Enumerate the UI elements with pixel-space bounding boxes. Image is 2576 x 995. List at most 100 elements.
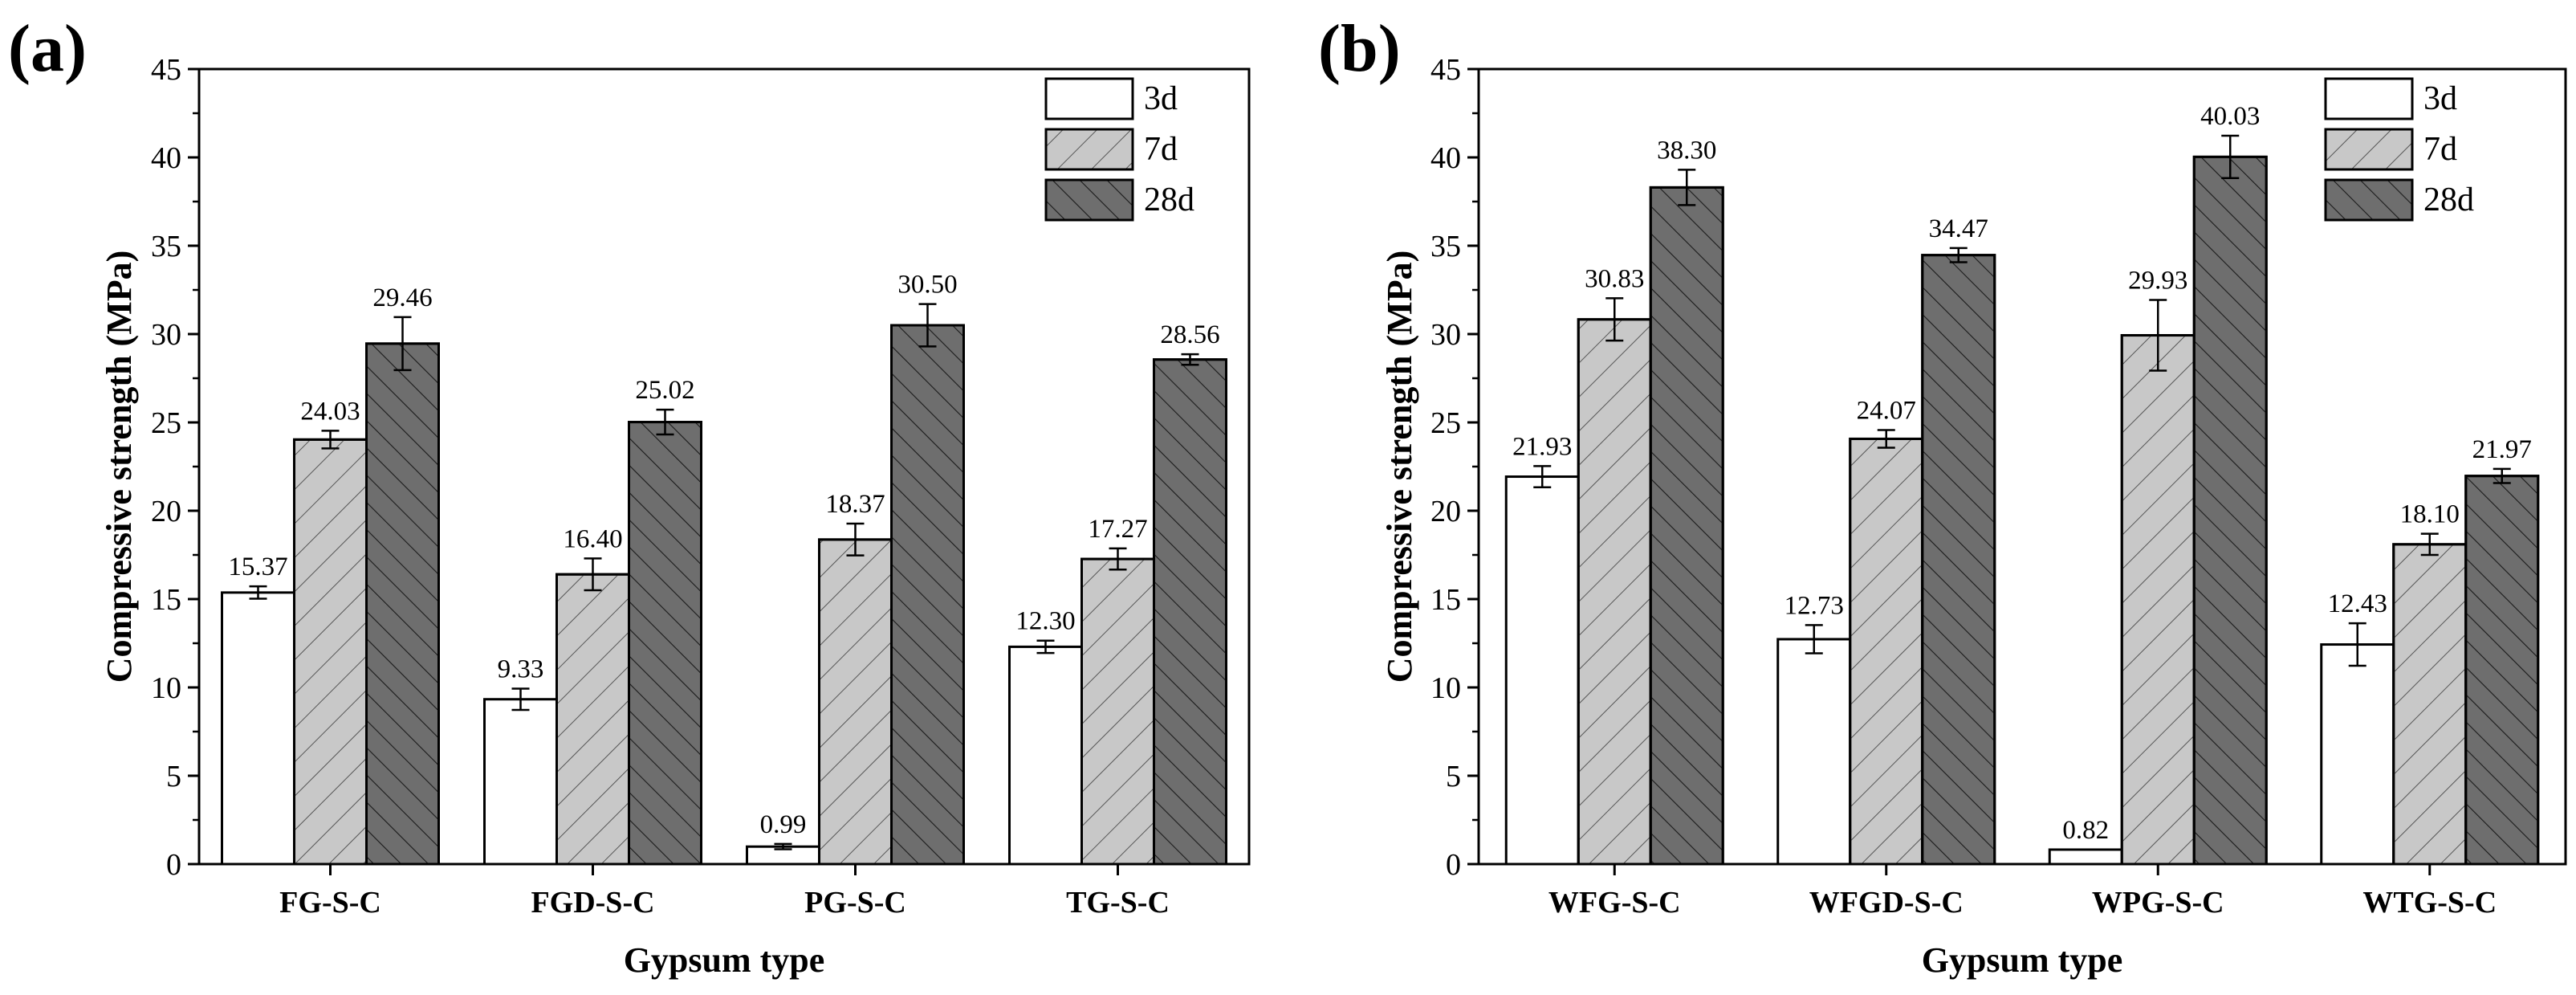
panel-label: (b) <box>1318 11 1401 86</box>
bar-hatch <box>2464 475 2540 866</box>
legend-label: 3d <box>1144 80 1178 117</box>
bar-hatch <box>2120 334 2196 866</box>
bar-hatch <box>1577 318 1652 866</box>
panel-label: (a) <box>8 11 87 86</box>
legend-label: 7d <box>1144 131 1178 168</box>
data-label: 30.83 <box>1585 264 1644 293</box>
x-axis-title: Gypsum type <box>624 940 825 980</box>
bar-3d <box>1776 638 1852 866</box>
plot-frame <box>1477 67 2567 866</box>
data-label: 18.37 <box>825 490 885 519</box>
bar-3d <box>1008 645 1083 866</box>
data-label: 21.93 <box>1512 432 1572 461</box>
bar-hatch <box>1080 557 1155 866</box>
y-tick-label: 30 <box>1430 318 1461 352</box>
x-categories: FG-S-C FGD-S-C PG-S-C TG-S-C <box>279 864 1170 920</box>
y-tick-label: 45 <box>1430 53 1461 87</box>
y-tick-label: 15 <box>151 583 181 617</box>
y-tick-label: 25 <box>151 406 181 440</box>
y-axis-title: Compressive strength (MPa) <box>100 251 139 683</box>
legend-swatch-hatch <box>1044 128 1134 171</box>
x-category-label: WPG-S-C <box>2092 886 2224 920</box>
y-tick-label: 10 <box>1430 671 1461 705</box>
y-tick-label: 45 <box>151 53 181 87</box>
x-category-label: PG-S-C <box>804 886 906 920</box>
y-tick-label: 35 <box>151 230 181 263</box>
legend-swatch-hatch <box>2324 128 2414 171</box>
bars: 21.93 30.83 38.30 12.73 24.07 34.47 0.82 29.93 4… <box>1504 102 2540 866</box>
y-tick-label: 35 <box>1430 230 1461 263</box>
y-axis-title: Compressive strength (MPa) <box>1380 251 1419 683</box>
x-category-label: FG-S-C <box>279 886 381 920</box>
bar-hatch <box>555 573 630 866</box>
bar-hatch <box>1649 186 1724 866</box>
bar-hatch <box>1153 358 1227 866</box>
legend-label: 3d <box>2423 80 2457 117</box>
y-tick-label: 20 <box>151 495 181 528</box>
legend-label: 28d <box>2423 181 2474 218</box>
bars: 15.37 24.03 29.46 9.33 16.40 25.02 0.99 18.37 30… <box>221 271 1227 866</box>
plot-frame <box>197 67 1251 866</box>
data-label: 16.40 <box>563 524 622 553</box>
y-tick-label: 10 <box>151 671 181 705</box>
bar-3d <box>483 698 558 866</box>
y-ticks: 0 5 10 15 20 25 30 35 40 45 <box>151 53 199 882</box>
y-tick-label: 15 <box>1430 583 1461 617</box>
y-tick-label: 30 <box>151 318 181 352</box>
x-category-label: WTG-S-C <box>2362 886 2497 920</box>
legend-label: 28d <box>1144 181 1194 218</box>
legend: 3d 7d 28d <box>2324 77 2474 222</box>
x-category-label: WFG-S-C <box>1548 886 1681 920</box>
data-label: 18.10 <box>2400 500 2460 529</box>
bar-hatch <box>818 538 893 866</box>
x-category-label: FGD-S-C <box>531 886 654 920</box>
data-label: 0.99 <box>760 810 807 839</box>
legend-label: 7d <box>2423 131 2457 168</box>
x-category-label: TG-S-C <box>1066 886 1170 920</box>
y-tick-label: 40 <box>151 141 181 175</box>
y-ticks: 0 5 10 15 20 25 30 35 40 45 <box>1430 53 1479 882</box>
bar-hatch <box>890 324 965 866</box>
data-label: 38.30 <box>1657 136 1716 165</box>
panel-a: (a) Compressive strength (MPa) Gypsum ty… <box>8 11 1251 980</box>
y-tick-label: 0 <box>166 848 181 882</box>
y-tick-label: 25 <box>1430 406 1461 440</box>
legend-swatch-hatch <box>2324 178 2414 222</box>
bar-hatch <box>628 421 702 866</box>
legend-swatch <box>2324 77 2414 120</box>
y-tick-label: 40 <box>1430 141 1461 175</box>
data-label: 17.27 <box>1088 515 1147 544</box>
x-categories: WFG-S-C WFGD-S-C WPG-S-C WTG-S-C <box>1548 864 2497 920</box>
bar-hatch <box>1849 437 1924 866</box>
y-tick-label: 5 <box>166 760 181 793</box>
data-label: 12.30 <box>1015 607 1075 636</box>
data-label: 9.33 <box>498 655 544 684</box>
bar-hatch <box>1921 254 1996 866</box>
y-tick-label: 20 <box>1430 495 1461 528</box>
data-label: 40.03 <box>2200 102 2260 131</box>
data-label: 34.47 <box>1929 214 1988 243</box>
data-label: 24.03 <box>300 397 360 426</box>
data-label: 30.50 <box>897 271 957 300</box>
data-label: 28.56 <box>1160 320 1219 349</box>
bar-3d <box>221 591 295 866</box>
bar-3d <box>1504 475 1580 866</box>
data-label: 29.46 <box>372 283 432 312</box>
y-tick-label: 5 <box>1446 760 1461 793</box>
legend-swatch-hatch <box>1044 178 1134 222</box>
legend-swatch <box>1044 77 1134 120</box>
bar-3d <box>2320 643 2395 866</box>
data-label: 12.43 <box>2328 589 2387 618</box>
data-label: 21.97 <box>2472 435 2532 464</box>
data-label: 12.73 <box>1784 591 1844 620</box>
bar-hatch <box>293 438 368 866</box>
data-label: 0.82 <box>2062 816 2109 845</box>
bar-hatch <box>2192 155 2268 866</box>
panel-b: (b) Compressive strength (MPa) Gypsum ty… <box>1318 11 2567 980</box>
legend: 3d 7d 28d <box>1044 77 1194 222</box>
data-label: 29.93 <box>2128 267 2187 296</box>
x-category-label: WFGD-S-C <box>1809 886 1964 920</box>
bar-3d <box>2048 848 2123 866</box>
bar-hatch <box>365 342 440 866</box>
